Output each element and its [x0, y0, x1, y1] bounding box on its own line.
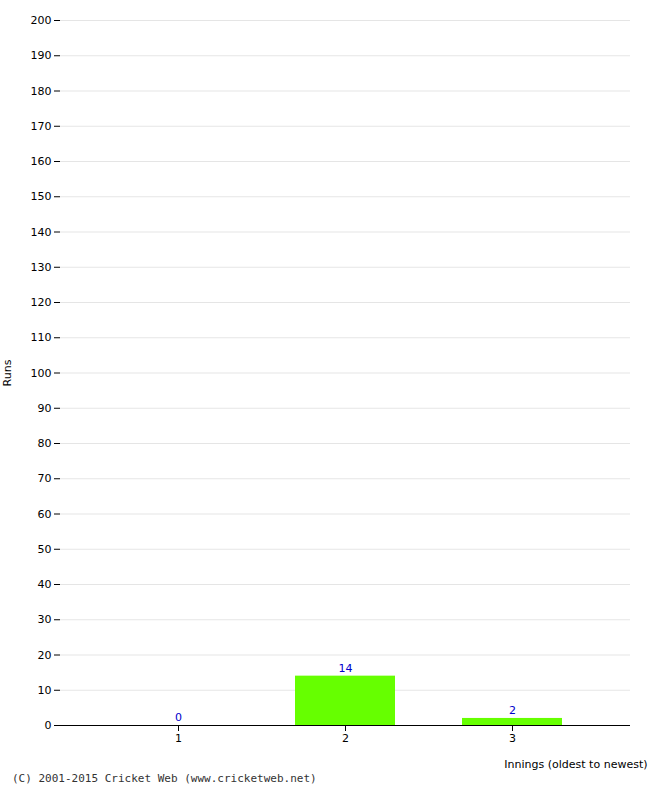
svg-text:50: 50	[38, 543, 52, 556]
svg-text:Runs: Runs	[1, 359, 14, 386]
svg-text:0: 0	[175, 711, 182, 724]
svg-text:120: 120	[31, 296, 52, 309]
svg-text:30: 30	[38, 613, 52, 626]
svg-text:2: 2	[509, 704, 516, 717]
svg-text:40: 40	[38, 578, 52, 591]
svg-text:0: 0	[45, 719, 52, 732]
svg-text:70: 70	[38, 472, 52, 485]
svg-text:130: 130	[31, 261, 52, 274]
svg-text:Innings (oldest to newest): Innings (oldest to newest)	[504, 758, 647, 771]
svg-text:150: 150	[31, 190, 52, 203]
svg-text:180: 180	[31, 85, 52, 98]
svg-text:190: 190	[31, 49, 52, 62]
svg-text:160: 160	[31, 155, 52, 168]
svg-text:2: 2	[342, 732, 349, 745]
html-text:(C) 2001-2015 Cricket Web (www: (C) 2001-2015 Cricket Web (www.cricketwe…	[12, 772, 317, 785]
svg-text:90: 90	[38, 402, 52, 415]
svg-text:140: 140	[31, 226, 52, 239]
svg-text:10: 10	[38, 684, 52, 697]
svg-text:80: 80	[38, 437, 52, 450]
svg-text:170: 170	[31, 120, 52, 133]
svg-text:3: 3	[509, 732, 516, 745]
svg-text:20: 20	[38, 649, 52, 662]
svg-text:60: 60	[38, 508, 52, 521]
svg-text:1: 1	[175, 732, 182, 745]
svg-text:110: 110	[31, 331, 52, 344]
svg-text:14: 14	[339, 662, 353, 675]
svg-text:200: 200	[31, 14, 52, 27]
svg-text:100: 100	[31, 367, 52, 380]
